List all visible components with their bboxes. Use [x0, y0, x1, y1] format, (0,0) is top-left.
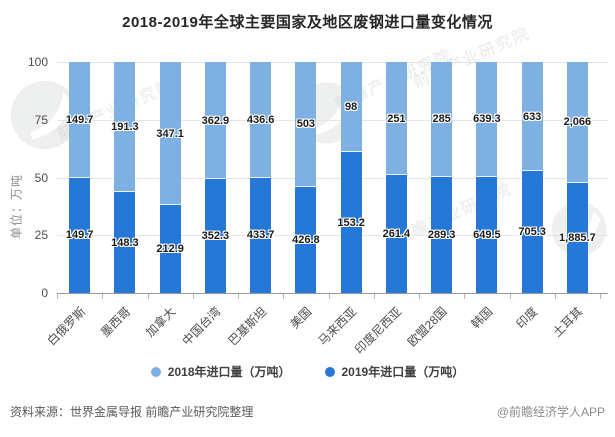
x-axis-tick — [419, 294, 420, 299]
bar-segment-2019-巴基斯坦[interactable] — [250, 177, 272, 293]
bar-segment-2018-韩国[interactable] — [476, 62, 498, 177]
legend-color-dot-icon — [324, 366, 335, 377]
value-label-2018-欧盟28国: 285 — [432, 113, 451, 126]
x-axis-tick — [373, 294, 375, 299]
x-axis-tick — [57, 294, 58, 299]
value-label-2018-巴基斯坦: 436.6 — [246, 113, 275, 126]
x-category-label-text: 印度尼西亚 — [352, 304, 405, 357]
bar-segment-2019-欧盟28国[interactable] — [431, 176, 453, 293]
x-axis-tick — [328, 294, 330, 299]
x-axis-tick — [509, 294, 511, 299]
legend-label: 2019年进口量（万吨） — [341, 365, 465, 379]
y-tick-label-25: 25 — [34, 228, 48, 243]
bar-segment-2019-印度[interactable] — [521, 171, 543, 293]
x-category-label-text: 土耳其 — [550, 304, 586, 340]
value-label-2018-马来西亚: 98 — [345, 101, 358, 114]
x-category-label-text: 墨西哥 — [97, 304, 134, 340]
bar-segment-2019-白俄罗斯[interactable] — [69, 177, 91, 293]
x-axis-tick — [283, 294, 285, 299]
value-label-2018-墨西哥: 191.3 — [111, 121, 139, 134]
data-source-text: 资料来源：世界金属导报 前瞻产业研究院整理 — [10, 405, 254, 419]
legend-item-2019[interactable]: 2019年进口量（万吨） — [324, 363, 465, 380]
x-category-label-text: 白俄罗斯 — [44, 304, 88, 349]
x-axis-tick — [238, 294, 239, 299]
x-axis-tick — [192, 294, 194, 299]
x-category-label-text: 加拿大 — [143, 304, 179, 340]
y-tick-label-75: 75 — [34, 112, 48, 127]
value-label-2018-印度: 633 — [522, 110, 542, 123]
value-label-2019-中国台湾: 352.3 — [201, 230, 230, 243]
x-category-label-text: 美国 — [287, 304, 315, 332]
x-axis-tick — [147, 294, 149, 299]
bar-segment-2019-土耳其[interactable] — [566, 182, 588, 293]
x-axis-tick — [464, 294, 466, 299]
gridline-25 — [57, 235, 608, 237]
bar-segment-2019-马来西亚[interactable] — [340, 152, 362, 293]
x-axis-tick — [102, 294, 104, 299]
y-tick-label-100: 100 — [27, 55, 48, 69]
value-label-2018-美国: 503 — [296, 118, 316, 131]
x-category-label-text: 印度 — [513, 304, 541, 332]
x-category-label-text: 欧盟28国 — [405, 304, 450, 350]
chart-title: 2018-2019年全球主要国家及地区废钢进口量变化情况 — [122, 14, 493, 31]
bar-segment-2019-墨西哥[interactable] — [114, 192, 136, 293]
value-label-2019-白俄罗斯: 149.7 — [65, 229, 94, 242]
value-label-2018-白俄罗斯: 149.7 — [65, 113, 94, 126]
value-label-2019-马来西亚: 153.2 — [337, 216, 365, 229]
bar-segment-2018-印度尼西亚[interactable] — [385, 62, 407, 176]
value-label-2019-土耳其: 1,885.7 — [559, 231, 596, 244]
value-label-2019-印度: 705.3 — [518, 226, 546, 239]
legend-label: 2018年进口量（万吨） — [167, 365, 291, 379]
bar-segment-2018-巴基斯坦[interactable] — [250, 62, 272, 178]
gridline-75 — [57, 119, 608, 121]
value-label-2018-土耳其: 2,066 — [563, 116, 592, 129]
bar-segment-2018-墨西哥[interactable] — [114, 62, 136, 193]
bar-segment-2018-美国[interactable] — [295, 62, 317, 187]
chart-legend: 2018年进口量（万吨） 2019年进口量（万吨） — [0, 363, 615, 380]
bar-segment-2019-韩国[interactable] — [476, 176, 498, 293]
value-label-2019-韩国: 649.5 — [473, 228, 501, 241]
x-axis-tick — [554, 294, 556, 299]
value-label-2019-巴基斯坦: 433.7 — [246, 229, 275, 242]
x-axis-tick — [600, 294, 601, 299]
bar-segment-2018-白俄罗斯[interactable] — [69, 62, 91, 178]
bar-segment-2019-中国台湾[interactable] — [204, 179, 226, 293]
value-label-2019-加拿大: 212.9 — [156, 243, 184, 256]
x-axis-line — [57, 293, 608, 294]
value-label-2018-印度尼西亚: 251 — [387, 112, 406, 125]
bar-segment-2018-中国台湾[interactable] — [204, 62, 226, 180]
value-label-2018-加拿大: 347.1 — [156, 127, 184, 140]
footer: 资料来源：世界金属导报 前瞻产业研究院整理 @前瞻经济学人APP — [0, 403, 615, 420]
x-category-label-text: 巴基斯坦 — [225, 304, 269, 349]
value-label-2019-墨西哥: 148.3 — [111, 236, 139, 249]
value-label-2019-欧盟28国: 289.3 — [427, 228, 456, 241]
bar-segment-2019-印度尼西亚[interactable] — [385, 175, 407, 293]
bar-segment-2018-印度[interactable] — [521, 62, 543, 172]
legend-color-dot-icon — [150, 366, 161, 377]
y-tick-label-50: 50 — [34, 170, 48, 185]
x-category-label-text: 中国台湾 — [179, 304, 224, 349]
value-label-2018-中国台湾: 362.9 — [201, 114, 230, 127]
value-label-2019-美国: 426.8 — [292, 233, 320, 246]
bar-segment-2018-土耳其[interactable] — [566, 62, 588, 183]
legend-item-2018[interactable]: 2018年进口量（万吨） — [150, 363, 291, 380]
x-category-label-text: 韩国 — [468, 304, 496, 332]
bar-segment-2018-欧盟28国[interactable] — [431, 62, 453, 177]
bar-segment-2018-加拿大[interactable] — [159, 62, 181, 206]
y-tick-label-0: 0 — [41, 286, 48, 300]
bar-segment-2019-加拿大[interactable] — [159, 205, 181, 293]
brand-credit-text: @前瞻经济学人APP — [496, 405, 605, 419]
value-label-2019-印度尼西亚: 261.4 — [382, 228, 411, 241]
gridline-100 — [57, 62, 608, 63]
value-label-2018-韩国: 639.3 — [473, 113, 501, 126]
gridline-50 — [57, 177, 608, 179]
bar-segment-2018-马来西亚[interactable] — [340, 62, 362, 153]
bar-segment-2019-美国[interactable] — [295, 186, 317, 293]
